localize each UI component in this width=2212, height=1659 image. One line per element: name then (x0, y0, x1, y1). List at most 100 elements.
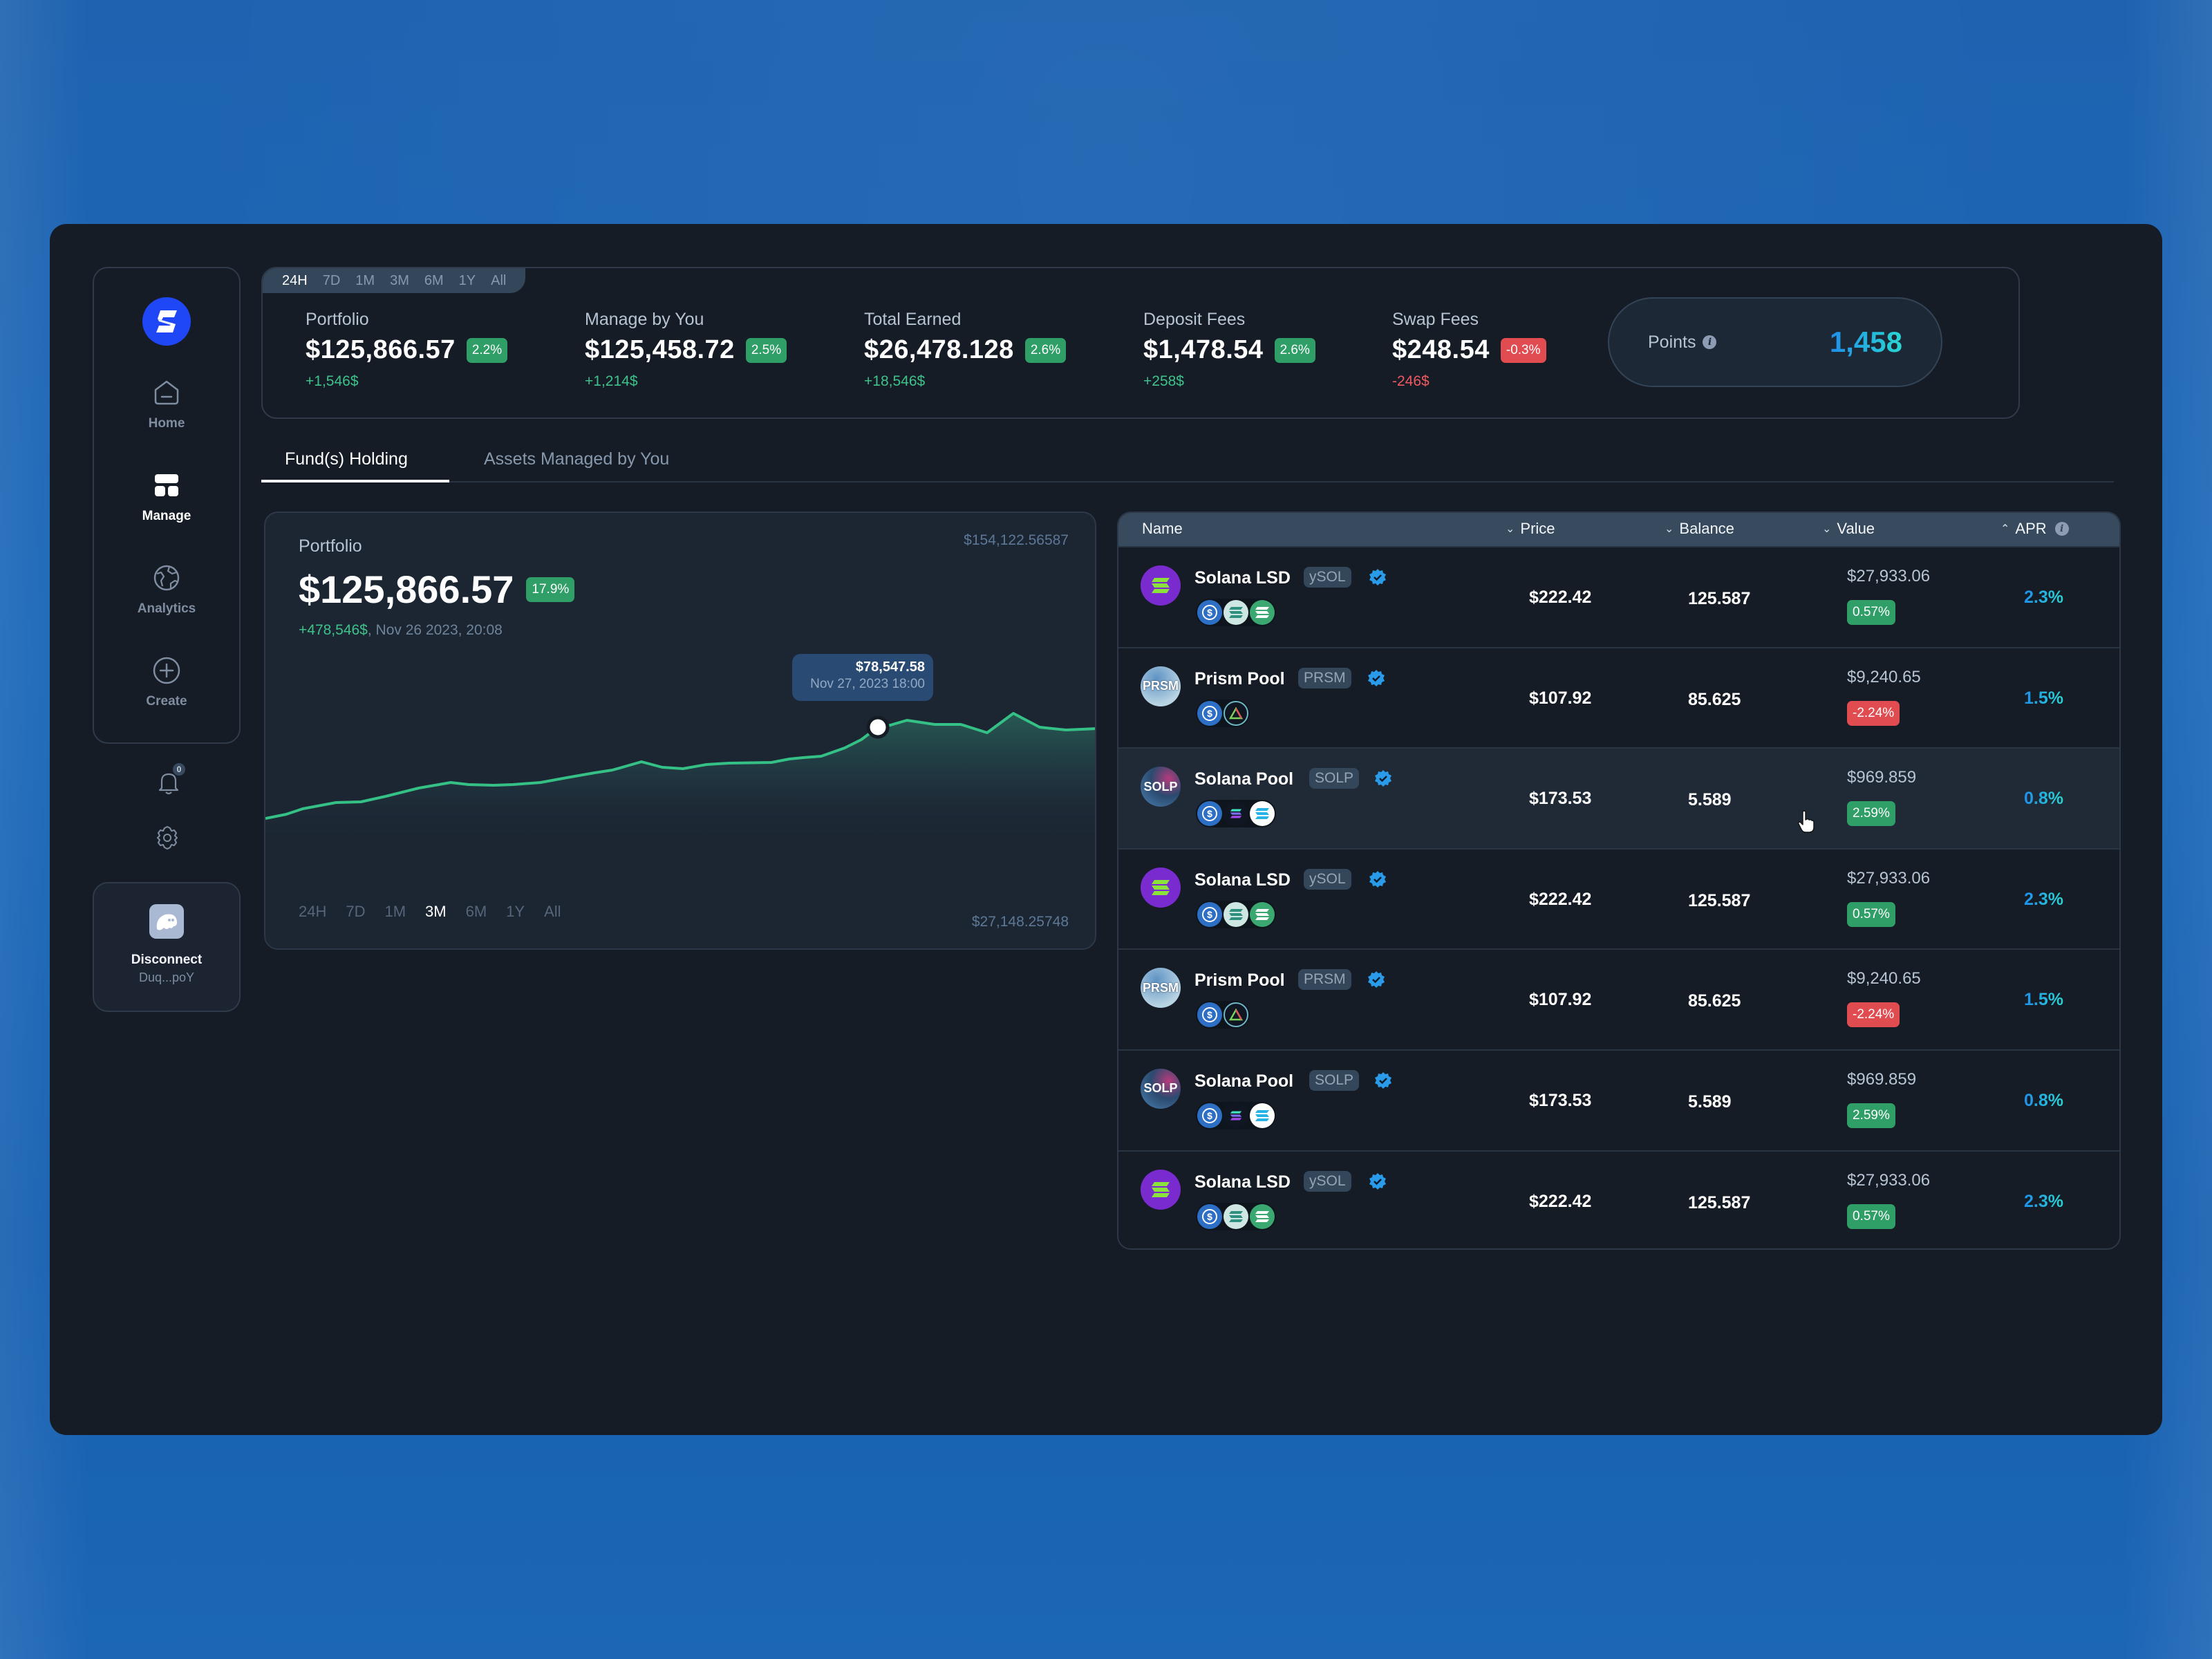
chart-hover-point[interactable] (866, 715, 890, 739)
table-row[interactable]: SOLP Solana Pool SOLP $ $173.53 5.589 $9… (1118, 1049, 2119, 1150)
table-row[interactable]: SOLP Solana Pool SOLP $ $173.53 5.589 $9… (1118, 747, 2119, 848)
column-header-apr[interactable]: ⌃ APR i (2000, 520, 2069, 538)
table-row[interactable]: PRSM Prism Pool PRSM $ $107.92 85.625 $9… (1118, 948, 2119, 1049)
column-header-balance[interactable]: ⌄ Balance (1665, 520, 1734, 538)
notifications-button[interactable]: 0 (153, 763, 185, 798)
chart-value: $125,866.57 (299, 568, 514, 611)
stat-label: Deposit Fees (1143, 310, 1246, 329)
range-tab-6m[interactable]: 6M (424, 272, 444, 288)
column-label: Name (1142, 520, 1183, 537)
chevron-down-icon: ⌄ (1665, 523, 1674, 535)
usdc-icon: $ (1197, 901, 1222, 927)
price-cell: $222.42 (1529, 1191, 1592, 1211)
asset-name: Solana Pool (1194, 1071, 1294, 1091)
stat-label: Manage by You (585, 310, 704, 329)
svg-text:$: $ (1207, 1009, 1212, 1020)
range-tab-7d[interactable]: 7D (322, 272, 341, 288)
token-stack: $ (1196, 800, 1276, 828)
balance-cell: 125.587 (1688, 1192, 1751, 1212)
ysol-token-icon (1141, 1169, 1181, 1210)
info-icon[interactable]: i (2054, 522, 2069, 536)
chart-max-label: $154,122.56587 (964, 532, 1069, 548)
chart-range-3m[interactable]: 3M (425, 903, 447, 920)
range-tab-1y[interactable]: 1Y (458, 272, 476, 288)
table-row[interactable]: Solana LSD ySOL $ $222.42 125.587 $27,93… (1118, 546, 2119, 647)
chevron-down-icon: ⌄ (1822, 523, 1832, 535)
price-cell: $222.42 (1529, 588, 1592, 607)
asset-name: Prism Pool (1194, 971, 1285, 991)
asset-symbol-tag: SOLP (1309, 768, 1360, 789)
verified-badge-icon (1369, 569, 1386, 585)
asset-name: Solana LSD (1194, 1172, 1291, 1192)
portfolio-area-chart[interactable] (265, 513, 1096, 950)
stat-deposit-fees: Deposit Fees $1,478.54 2.6% +258$ (1143, 310, 1315, 390)
chart-timestamp: , Nov 26 2023, 20:08 (367, 622, 503, 638)
range-tab-all[interactable]: All (491, 272, 507, 288)
chart-range-all[interactable]: All (544, 903, 561, 920)
price-cell: $107.92 (1529, 990, 1592, 1010)
asset-name: Solana LSD (1194, 568, 1291, 588)
column-header-name[interactable]: Name (1142, 520, 1183, 538)
column-header-value[interactable]: ⌄ Value (1822, 520, 1875, 538)
chart-range-1m[interactable]: 1M (384, 903, 406, 920)
stats-summary-panel: 24H 7D 1M 3M 6M 1Y All Portfolio $125,86… (261, 267, 2020, 419)
value-cell: $9,240.65 (1847, 969, 1921, 988)
svg-text:$: $ (1207, 909, 1212, 920)
info-icon[interactable]: i (1703, 335, 1717, 349)
value-change-badge: 0.57% (1847, 901, 1895, 927)
wallet-disconnect-button[interactable]: Disconnect Duq...poY (93, 882, 241, 1012)
bell-icon (158, 773, 179, 795)
hand-pointer-cursor-icon (1798, 810, 1815, 833)
sidebar-item-analytics[interactable]: Analytics (94, 561, 239, 617)
chart-range-7d[interactable]: 7D (346, 903, 366, 920)
verified-badge-icon (1368, 971, 1385, 988)
sidebar-item-create[interactable]: Create (94, 654, 239, 709)
solana-icon (1250, 1203, 1275, 1229)
stat-value: $125,458.72 (585, 335, 735, 364)
value-change-badge: 0.57% (1847, 1203, 1895, 1229)
verified-badge-icon (1369, 870, 1386, 888)
chevron-up-icon: ⌃ (2000, 523, 2010, 535)
table-row[interactable]: Solana LSD ySOL $ $222.42 125.587 $27,93… (1118, 847, 2119, 949)
asset-name: Prism Pool (1194, 668, 1285, 688)
chart-range-1y[interactable]: 1Y (506, 903, 525, 920)
range-tab-3m[interactable]: 3M (390, 272, 409, 288)
verified-badge-icon (1375, 770, 1391, 787)
balance-cell: 125.587 (1688, 589, 1751, 608)
usdc-icon: $ (1197, 600, 1222, 625)
ysol-token-icon (1141, 867, 1181, 908)
sidebar-item-manage[interactable]: Manage (94, 469, 239, 524)
phantom-ghost-icon (156, 914, 177, 930)
value-cell: $27,933.06 (1847, 567, 1931, 585)
asset-symbol-tag: SOLP (1309, 1069, 1360, 1091)
value-change-badge: 2.59% (1847, 1103, 1895, 1128)
value-change-badge: -2.24% (1847, 1002, 1900, 1028)
solana-icon (1224, 801, 1248, 827)
chart-range-6m[interactable]: 6M (465, 903, 487, 920)
svg-text:$: $ (1207, 708, 1212, 719)
stat-value: $1,478.54 (1143, 335, 1264, 364)
chart-subtitle: +478,546$, Nov 26 2023, 20:08 (299, 622, 503, 639)
column-header-price[interactable]: ⌄ Price (1506, 520, 1555, 538)
prsm-token-icon: PRSM (1141, 968, 1181, 1009)
tooltip-date: Nov 27, 2023 18:00 (810, 677, 925, 691)
asset-symbol-tag: ySOL (1304, 567, 1351, 588)
stat-value: $125,866.57 (306, 335, 456, 364)
settings-button[interactable] (153, 824, 181, 852)
range-tab-24h[interactable]: 24H (282, 272, 308, 288)
table-row[interactable]: Solana LSD ySOL $ $222.42 125.587 $27,93… (1118, 1150, 2119, 1248)
value-cell: $969.859 (1847, 1069, 1917, 1089)
sidebar-item-home[interactable]: Home (94, 376, 239, 431)
price-cell: $173.53 (1529, 1090, 1592, 1110)
table-row[interactable]: PRSM Prism Pool PRSM $ $107.92 85.625 $9… (1118, 646, 2119, 748)
column-label: Value (1837, 520, 1875, 537)
range-tab-1m[interactable]: 1M (355, 272, 375, 288)
change-badge: 2.5% (745, 337, 787, 363)
stat-label: Total Earned (864, 310, 962, 329)
sidebar-item-label: Home (148, 416, 185, 431)
sidebar: Home Manage Analytics (93, 267, 241, 744)
chart-range-24h[interactable]: 24H (299, 903, 327, 920)
tab-funds-holding[interactable]: Fund(s) Holding (261, 444, 449, 482)
app-logo[interactable] (142, 297, 191, 346)
tab-assets-managed[interactable]: Assets Managed by You (484, 449, 670, 469)
